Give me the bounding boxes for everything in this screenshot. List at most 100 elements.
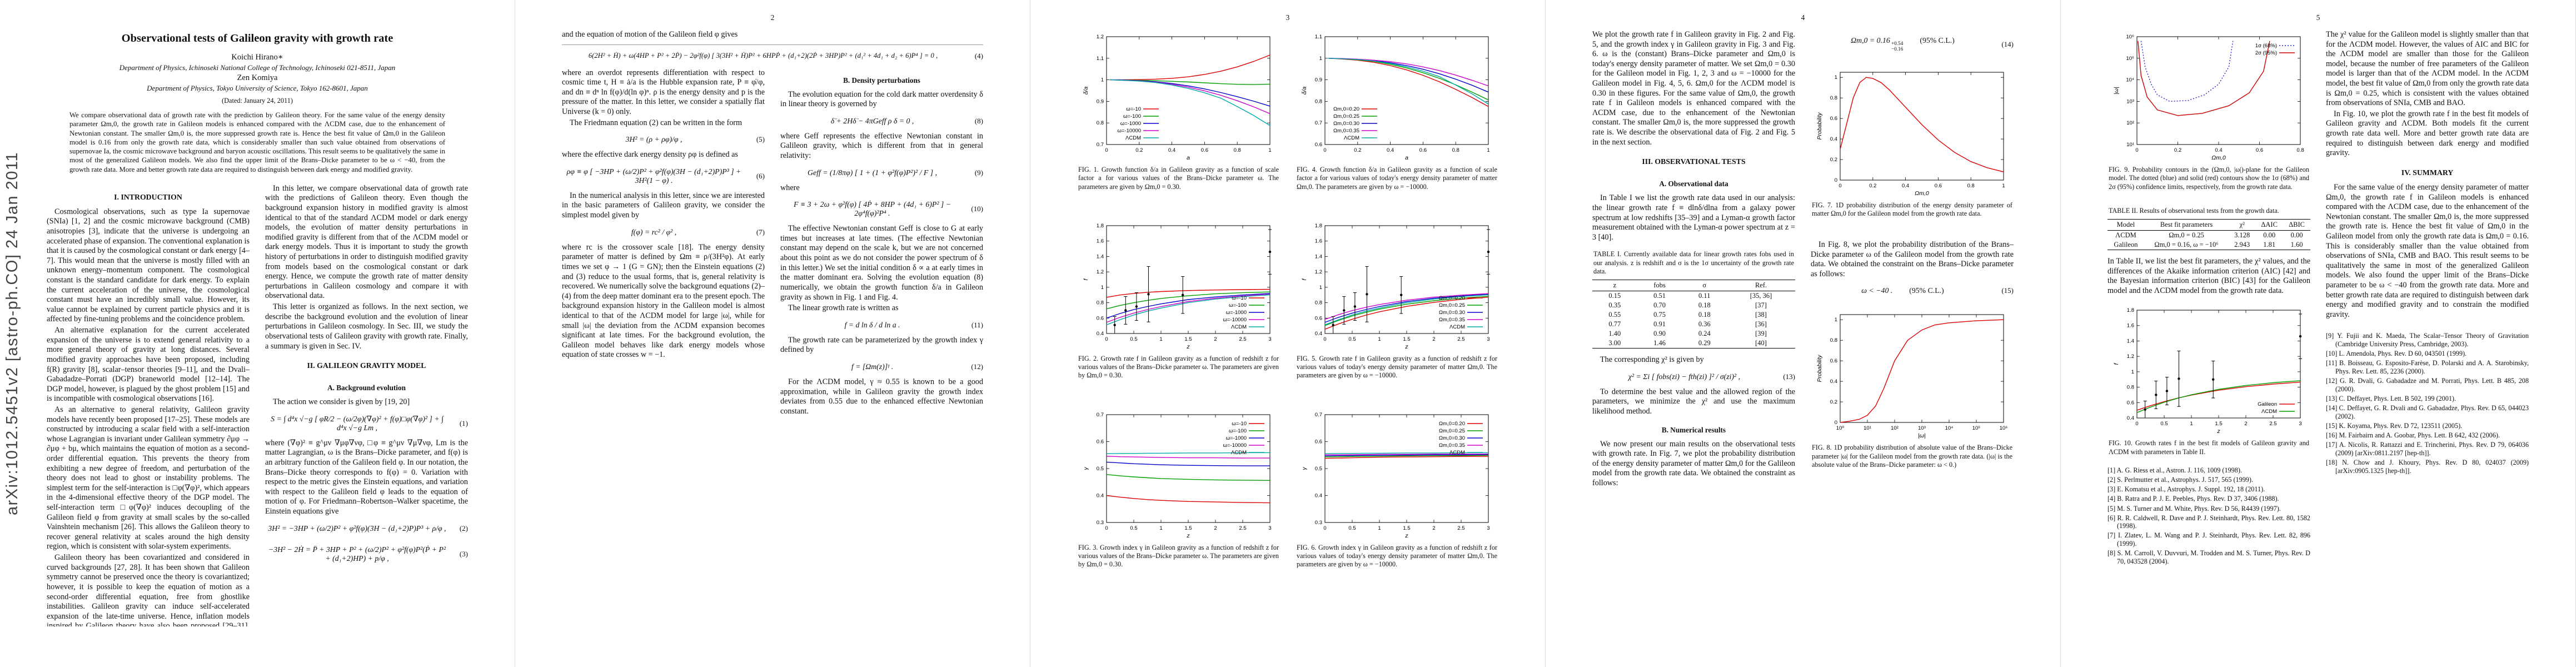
svg-text:f: f <box>1083 278 1089 280</box>
reference-item: [11] B. Boisseau, G. Esposito-Farèse, D.… <box>2326 359 2529 376</box>
svg-text:1: 1 <box>1100 77 1103 83</box>
arxiv-stamp: arXiv:1012.5451v2 [astro-ph.CO] 24 Jan 2… <box>3 151 21 516</box>
svg-text:1.2: 1.2 <box>1096 34 1103 40</box>
table-header-cell: Best fit parameters <box>2144 219 2229 231</box>
svg-text:|ω|: |ω| <box>2113 87 2120 94</box>
cell-params: Ωm,0 = 0.16, ω = −10⁶ <box>2154 241 2219 248</box>
affiliation-1: Department of Physics, Ichinoseki Nation… <box>119 63 396 72</box>
table-header-cell: z <box>1592 280 1637 292</box>
svg-text:Ωm,0=0.20: Ωm,0=0.20 <box>1439 295 1465 301</box>
table-row: 0.55 0.75 0.18 [38] <box>1592 310 1795 320</box>
svg-text:Probability: Probability <box>1816 112 1823 140</box>
svg-text:0.4: 0.4 <box>1314 331 1322 337</box>
paragraph: The linear growth rate is written as <box>788 303 899 313</box>
paragraph: The corresponding χ² is given by <box>1600 355 1704 365</box>
reference-item: [9] Y. Fujii and K. Maeda, The Scalar–Te… <box>2326 332 2529 349</box>
paragraph: In this letter, we compare observational… <box>265 183 468 301</box>
svg-text:γ: γ <box>1301 466 1308 470</box>
paragraph: The evolution equation for the cold dark… <box>780 89 983 109</box>
cell-fobs: 0.90 <box>1653 330 1666 338</box>
paragraph: The χ² value for the Galileon model is s… <box>2326 30 2529 108</box>
page3-column-left: 0 0.2 0.4 0.6 0.8 1 0.7 0.8 0.9 1 1.1 1.2 a δ/a ω=-10 ω… <box>1077 30 1280 636</box>
equation-9: Geff = (1/8πφ) [ 1 + (1 + φ²f(φ)P²)² / F… <box>808 168 983 177</box>
svg-text:1.6: 1.6 <box>2126 323 2134 329</box>
svg-text:10⁵: 10⁵ <box>2126 56 2134 62</box>
page-number: 2 <box>770 13 775 22</box>
figure-2-plot: 0 0.5 1 1.5 2 2.5 3 0.4 0.6 0.8 1 1.2 1.4 1.6 1.8 z f ω=-… <box>1077 220 1280 351</box>
equation-6: ρφ ≡ φ [ −3HP + (ω/2)P² + φ²f(φ)(3H − (d… <box>566 167 765 185</box>
paragraph: We now present our main results on the o… <box>1592 439 1795 487</box>
svg-text:2: 2 <box>1432 525 1435 531</box>
figure-4: 0 0.2 0.4 0.6 0.8 1 0.6 0.7 0.8 0.9 1 1.1 a δ/a Ωm,0=0… <box>1296 31 1498 191</box>
svg-text:0.8: 0.8 <box>1096 120 1103 126</box>
svg-text:0.8: 0.8 <box>1452 147 1459 153</box>
cell-z: 1.40 <box>1608 330 1621 338</box>
reference-item: [15] K. Koyama, Phys. Rev. D 72, 123511 … <box>2326 421 2463 430</box>
paragraph: where <box>780 183 800 192</box>
svg-text:1.6: 1.6 <box>1096 238 1103 244</box>
cell-dbic: 0.00 <box>2290 231 2303 239</box>
reference-item: [1] A. G. Riess et al., Astron. J. 116, … <box>2107 466 2242 474</box>
svg-text:ΛCDM: ΛCDM <box>1231 450 1247 456</box>
paragraph: In Table I we list the growth rate data … <box>1592 193 1795 242</box>
figure-9-caption: FIG. 9. Probability contours in the (Ωm,… <box>2109 166 2309 191</box>
svg-text:0: 0 <box>1105 336 1108 342</box>
svg-text:10⁶: 10⁶ <box>1999 425 2007 431</box>
paragraph: where an overdot represents differentiat… <box>562 68 765 117</box>
svg-text:2: 2 <box>1214 336 1217 342</box>
svg-text:ω=-100: ω=-100 <box>1229 428 1247 434</box>
svg-text:ω=-10000: ω=-10000 <box>1223 442 1247 449</box>
paragraph: where rc is the crossover scale [18]. Th… <box>562 242 765 360</box>
svg-text:1.1: 1.1 <box>1314 34 1322 40</box>
svg-text:Ωm,0=0.25: Ωm,0=0.25 <box>1333 113 1359 120</box>
svg-text:|ω|: |ω| <box>1918 432 1926 439</box>
svg-text:0.5: 0.5 <box>2160 421 2168 427</box>
equation-5: 3H² = (ρ + ρφ)/φ , (5) <box>625 135 765 144</box>
svg-text:2.5: 2.5 <box>1457 336 1464 342</box>
svg-text:1: 1 <box>1159 336 1162 342</box>
page3-column-right: 0 0.2 0.4 0.6 0.8 1 0.6 0.7 0.8 0.9 1 1.1 a δ/a Ωm,0=0… <box>1296 30 1498 636</box>
svg-text:0.6: 0.6 <box>1096 439 1103 445</box>
reference-item: [18] N. Chow and J. Khoury, Phys. Rev. D… <box>2326 458 2529 475</box>
svg-text:10⁶: 10⁶ <box>2126 34 2134 40</box>
svg-text:0: 0 <box>1323 525 1326 531</box>
equation-10: F ≡ 3 + 2ω + φ²f(φ) [ 4Ṗ + 8HP + (4d₁ + … <box>793 200 983 218</box>
page2-top-left: and the equation of motion of the Galile… <box>562 30 765 41</box>
figure-7-plot: 0 0.2 0.4 0.6 0.8 1 0 0.2 0.4 0.6 0.8 1 Ωm,0 Probabil… <box>1811 67 2014 198</box>
table-header-cell: ΔBIC <box>2283 219 2310 231</box>
author-2: Zen Komiya <box>237 73 278 82</box>
svg-text:0.4: 0.4 <box>1901 183 1909 189</box>
widetext-equation: 6(2H² + Ḣ) + ω(4HP + P² + 2Ṗ) − 2φ²f(φ) … <box>562 44 983 61</box>
svg-text:0.5: 0.5 <box>1130 525 1137 531</box>
cell-z: 3.00 <box>1608 339 1621 347</box>
svg-text:10⁰: 10⁰ <box>1836 425 1844 431</box>
paragraph: The effective Newtonian constant Geff is… <box>780 224 983 302</box>
table-header-cell: σ <box>1682 280 1727 292</box>
svg-text:2σ (95%): 2σ (95%) <box>2255 50 2276 56</box>
equation-3: −3H² − 2Ḣ = P̈ + 3HP + P² + (ω/2)P² + φ²… <box>268 545 468 563</box>
reference-item: [4] B. Ratra and P. J. E. Peebles, Phys.… <box>2107 495 2279 503</box>
svg-text:ΛCDM: ΛCDM <box>1449 450 1465 456</box>
svg-text:z: z <box>2216 428 2220 435</box>
table-row: 0.35 0.70 0.18 [37] <box>1592 301 1795 310</box>
svg-text:1: 1 <box>1378 336 1381 342</box>
table-2-caption: TABLE II. Results of observational tests… <box>2109 206 2279 215</box>
reference-item: [13] C. Deffayet, Phys. Lett. B 502, 199… <box>2326 394 2457 402</box>
svg-text:Ωm,0: Ωm,0 <box>2211 155 2226 161</box>
svg-text:ΛCDM: ΛCDM <box>1449 324 1465 330</box>
paragraph: In Fig. 10, we plot the growth rate f in… <box>2326 109 2529 158</box>
figure-7: 0 0.2 0.4 0.6 0.8 1 0 0.2 0.4 0.6 0.8 1 Ωm,0 Probabil… <box>1811 67 2014 218</box>
svg-text:ω=-1000: ω=-1000 <box>1225 435 1246 441</box>
svg-text:1: 1 <box>2131 369 2134 375</box>
cell-model: ΛCDM <box>2115 231 2136 239</box>
svg-text:ω=-1000: ω=-1000 <box>1225 310 1246 316</box>
svg-text:1: 1 <box>2002 183 2005 189</box>
svg-text:2.5: 2.5 <box>1239 525 1246 531</box>
cell-ref: [36] <box>1755 320 1767 328</box>
paragraph: In Fig. 8, we plot the probability distr… <box>1811 240 2014 278</box>
svg-text:1: 1 <box>1487 147 1489 153</box>
page1-column-right: In this letter, we compare observational… <box>265 184 468 626</box>
svg-text:0: 0 <box>1323 147 1326 153</box>
figure-5: 0 0.5 1 1.5 2 2.5 3 0.4 0.6 0.8 1 1.2 1.4 1.6 1.8 z f Ωm,… <box>1296 220 1498 380</box>
svg-text:1: 1 <box>1319 56 1322 62</box>
